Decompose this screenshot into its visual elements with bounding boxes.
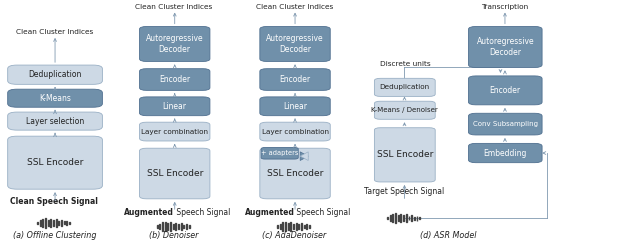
Text: Clean Speech Signal: Clean Speech Signal <box>10 197 99 206</box>
Text: Conv Subsampling: Conv Subsampling <box>473 121 538 127</box>
Text: SSL Encoder: SSL Encoder <box>147 169 203 178</box>
Text: Discrete units: Discrete units <box>380 61 431 67</box>
Bar <box>392 214 393 222</box>
Bar <box>309 226 310 228</box>
Bar <box>162 222 163 231</box>
Bar <box>288 223 289 230</box>
Bar <box>159 224 160 229</box>
FancyBboxPatch shape <box>8 65 102 84</box>
Text: Augmented: Augmented <box>124 208 174 217</box>
Bar <box>48 220 49 226</box>
FancyBboxPatch shape <box>260 97 330 116</box>
FancyBboxPatch shape <box>468 27 542 67</box>
FancyBboxPatch shape <box>374 78 435 96</box>
Bar <box>45 218 46 228</box>
Bar <box>277 225 278 228</box>
Bar <box>175 223 177 230</box>
FancyBboxPatch shape <box>8 89 102 107</box>
FancyBboxPatch shape <box>374 128 435 182</box>
Text: (d) ASR Model: (d) ASR Model <box>420 231 476 240</box>
Bar <box>419 217 420 219</box>
Text: Deduplication: Deduplication <box>380 84 430 90</box>
Bar <box>301 223 302 230</box>
Bar <box>186 224 187 229</box>
FancyBboxPatch shape <box>140 69 210 90</box>
Bar <box>406 214 407 222</box>
Bar <box>64 221 65 224</box>
Text: Encoder: Encoder <box>280 75 310 84</box>
Text: K-Means: K-Means <box>39 94 71 103</box>
Bar <box>293 224 294 229</box>
Bar <box>282 222 284 231</box>
Bar <box>170 222 171 231</box>
Text: Layer combination: Layer combination <box>262 129 328 134</box>
FancyBboxPatch shape <box>468 113 542 135</box>
Text: (b) Denoiser: (b) Denoiser <box>149 231 199 240</box>
FancyBboxPatch shape <box>260 148 330 199</box>
Text: SSL Encoder: SSL Encoder <box>376 150 433 159</box>
Text: (c) AdaDenoiser: (c) AdaDenoiser <box>262 231 326 240</box>
FancyBboxPatch shape <box>140 148 210 199</box>
Text: K-Means / Denoiser: K-Means / Denoiser <box>371 107 438 113</box>
Bar <box>387 217 388 220</box>
Text: Linear: Linear <box>163 102 187 111</box>
Polygon shape <box>300 152 308 161</box>
Text: Clean Cluster Indices: Clean Cluster Indices <box>16 29 93 35</box>
Text: Speech Signal: Speech Signal <box>174 208 230 217</box>
FancyBboxPatch shape <box>260 69 330 90</box>
Text: Deduplication: Deduplication <box>28 70 82 79</box>
Text: (a) Offline Clustering: (a) Offline Clustering <box>13 231 96 240</box>
Bar <box>189 226 190 228</box>
Text: Clean Cluster Indices: Clean Cluster Indices <box>136 4 212 10</box>
FancyBboxPatch shape <box>8 136 102 189</box>
Bar <box>58 221 60 225</box>
FancyBboxPatch shape <box>8 112 102 130</box>
Text: + adapters: + adapters <box>261 150 298 156</box>
Bar <box>56 219 57 227</box>
Text: Encoder: Encoder <box>159 75 190 84</box>
Bar <box>298 224 300 229</box>
Text: SSL Encoder: SSL Encoder <box>27 158 83 167</box>
FancyBboxPatch shape <box>261 147 298 159</box>
Text: Target Speech Signal: Target Speech Signal <box>364 187 445 196</box>
Text: Layer selection: Layer selection <box>26 117 84 126</box>
FancyBboxPatch shape <box>140 27 210 61</box>
FancyBboxPatch shape <box>468 76 542 105</box>
FancyBboxPatch shape <box>260 122 330 141</box>
Text: Linear: Linear <box>283 102 307 111</box>
Polygon shape <box>300 152 308 161</box>
Bar <box>53 220 54 226</box>
FancyBboxPatch shape <box>140 97 210 116</box>
FancyBboxPatch shape <box>468 143 542 163</box>
Text: Augmented: Augmented <box>244 208 294 217</box>
Bar <box>37 221 38 224</box>
Text: Autoregressive
Decoder: Autoregressive Decoder <box>476 37 534 57</box>
Text: SSL Encoder: SSL Encoder <box>267 169 323 178</box>
Bar <box>296 223 297 230</box>
Bar <box>181 223 182 230</box>
Bar <box>398 215 399 221</box>
Text: Speech Signal: Speech Signal <box>294 208 351 217</box>
FancyBboxPatch shape <box>140 122 210 141</box>
Bar <box>285 222 286 231</box>
Text: Transcription: Transcription <box>481 4 529 10</box>
Text: Embedding: Embedding <box>484 148 527 158</box>
Bar <box>61 220 62 226</box>
Text: Autoregressive
Decoder: Autoregressive Decoder <box>146 34 204 54</box>
Text: Encoder: Encoder <box>490 86 521 95</box>
FancyBboxPatch shape <box>374 101 435 119</box>
Text: Layer combination: Layer combination <box>141 129 208 134</box>
Bar <box>304 225 305 228</box>
Bar <box>414 217 415 220</box>
Bar <box>178 224 179 229</box>
Bar <box>42 219 44 227</box>
Bar <box>408 216 410 220</box>
Bar <box>164 222 166 231</box>
Bar <box>395 213 396 223</box>
Text: Autoregressive
Decoder: Autoregressive Decoder <box>266 34 324 54</box>
Bar <box>69 222 70 224</box>
Text: Clean Cluster Indices: Clean Cluster Indices <box>256 4 333 10</box>
Bar <box>403 215 404 221</box>
FancyBboxPatch shape <box>260 27 330 61</box>
